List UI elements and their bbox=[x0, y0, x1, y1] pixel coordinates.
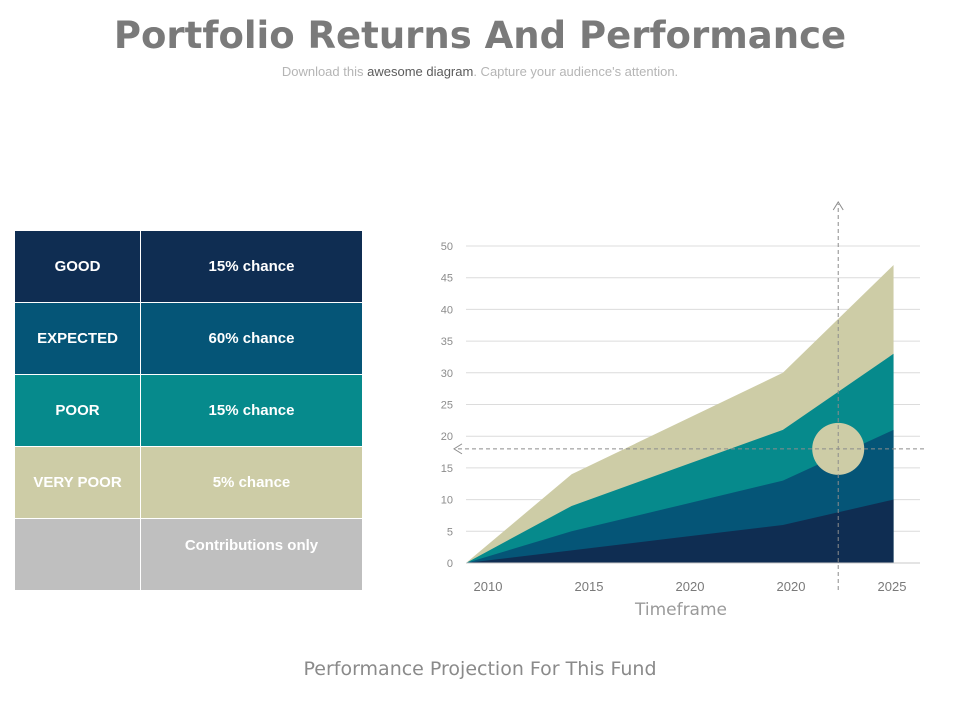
y-tick-label: 5 bbox=[447, 526, 453, 538]
y-tick-label: 0 bbox=[447, 558, 453, 570]
page-title: Portfolio Returns And Performance bbox=[113, 14, 847, 57]
y-tick-label: 20 bbox=[441, 431, 453, 443]
subtitle-tail: . Capture your audience's attention. bbox=[473, 64, 679, 79]
y-tick-label: 15 bbox=[441, 463, 453, 475]
scenario-chance: Contributions only bbox=[140, 518, 363, 591]
scenario-label: EXPECTED bbox=[14, 302, 141, 375]
x-tick-label: 2020 bbox=[676, 579, 705, 594]
scenario-chance: 5% chance bbox=[140, 446, 363, 519]
y-tick-label: 40 bbox=[441, 304, 453, 316]
x-tick-label: 2020 bbox=[777, 579, 806, 594]
table-row-good: GOOD 15% chance bbox=[14, 230, 363, 303]
y-tick-label: 35 bbox=[441, 336, 453, 348]
y-tick-label: 25 bbox=[441, 400, 453, 412]
arrow-left-icon bbox=[453, 443, 463, 455]
y-tick-label: 10 bbox=[441, 495, 453, 507]
scenario-label: VERY POOR bbox=[14, 446, 141, 519]
page-subtitle: Download this awesome diagram. Capture y… bbox=[0, 64, 960, 79]
y-tick-label: 45 bbox=[441, 273, 453, 285]
table-row-very-poor: VERY POOR 5% chance bbox=[14, 446, 363, 519]
y-tick-label: 50 bbox=[441, 241, 453, 253]
scenario-chance: 15% chance bbox=[140, 374, 363, 447]
x-tick-label: 2025 bbox=[878, 579, 907, 594]
chart-caption: Performance Projection For This Fund bbox=[303, 658, 657, 680]
arrow-up-icon bbox=[832, 201, 844, 211]
subtitle-emphasis: awesome diagram bbox=[367, 64, 474, 79]
x-tick-label: 2010 bbox=[474, 579, 503, 594]
scenario-label: POOR bbox=[14, 374, 141, 447]
scenario-table: GOOD 15% chance EXPECTED 60% chance POOR… bbox=[14, 230, 363, 591]
area-series-contributions-only bbox=[466, 499, 894, 563]
scenario-chance: 15% chance bbox=[140, 230, 363, 303]
x-axis-label: Timeframe bbox=[634, 600, 727, 620]
x-tick-label: 2015 bbox=[575, 579, 604, 594]
table-row-poor: POOR 15% chance bbox=[14, 374, 363, 447]
scenario-label: GOOD bbox=[14, 230, 141, 303]
table-row-contributions: Contributions only bbox=[14, 518, 363, 591]
y-tick-label: 30 bbox=[441, 368, 453, 380]
subtitle-lead: Download this bbox=[281, 64, 368, 79]
